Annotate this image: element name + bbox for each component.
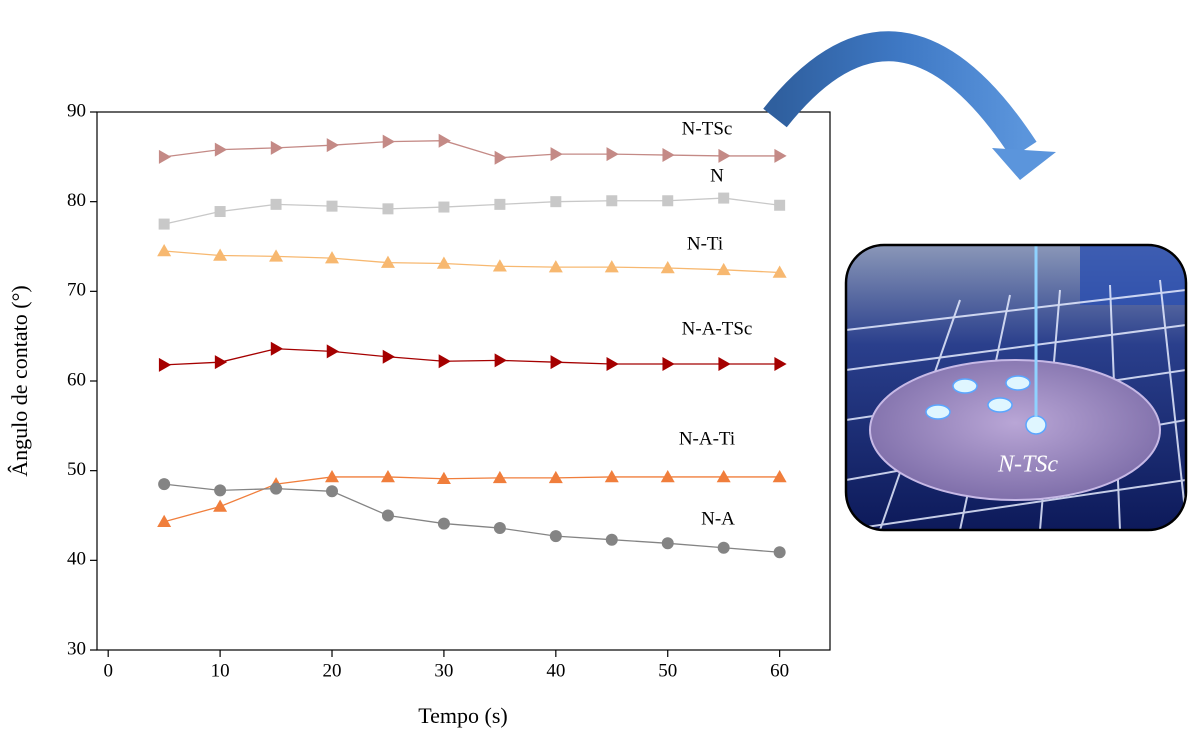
point	[382, 203, 393, 214]
point	[605, 260, 619, 272]
point	[159, 358, 171, 372]
point	[271, 342, 283, 356]
point	[606, 534, 618, 546]
point	[327, 344, 339, 358]
point	[159, 219, 170, 230]
point	[438, 518, 450, 530]
point	[718, 193, 729, 204]
y-tick-label: 30	[67, 638, 86, 659]
point	[437, 472, 451, 484]
series-label: N-TSc	[682, 118, 733, 139]
point	[214, 484, 226, 496]
point	[383, 350, 395, 364]
series-label: N-A	[701, 508, 735, 529]
point	[158, 478, 170, 490]
series-line	[164, 349, 779, 365]
point	[718, 149, 730, 163]
y-axis-label: Ângulo de contato (°)	[7, 285, 32, 476]
point	[327, 138, 339, 152]
point	[215, 206, 226, 217]
point	[325, 470, 339, 482]
chart: 30 40 50 60 70 80 90 0 10 20 30 40 50 60 N-TSc N N-Ti N-A…	[0, 0, 1196, 735]
series-line	[164, 484, 779, 552]
point	[325, 251, 339, 263]
series-label: N-A-Ti	[679, 428, 735, 449]
point	[718, 542, 730, 554]
point	[549, 260, 563, 272]
point	[773, 470, 787, 482]
series-label: N-A-TSc	[682, 318, 753, 339]
point	[439, 354, 451, 368]
point	[439, 134, 451, 148]
inset-label: N-TSc	[997, 452, 1058, 478]
point	[774, 357, 786, 371]
y-tick-label: 80	[67, 190, 86, 211]
point	[717, 263, 731, 275]
series-line	[164, 477, 779, 522]
y-tick-label: 60	[67, 369, 86, 390]
point	[607, 357, 619, 371]
point	[327, 201, 338, 212]
y-tick-label: 50	[67, 459, 86, 480]
point	[381, 470, 395, 482]
point	[213, 500, 227, 512]
point	[662, 537, 674, 549]
point	[605, 470, 619, 482]
point	[549, 471, 563, 483]
x-axis-label: Tempo (s)	[418, 703, 508, 728]
point	[774, 149, 786, 163]
photo-inset: N-TSc	[846, 245, 1186, 530]
arrow	[775, 46, 1056, 180]
point	[438, 202, 449, 213]
series-line	[164, 141, 779, 158]
point	[215, 355, 227, 369]
point	[606, 195, 617, 206]
point	[215, 143, 227, 157]
point	[494, 199, 505, 210]
series-label: N	[710, 165, 724, 186]
point	[662, 148, 674, 162]
point	[551, 147, 563, 161]
x-tick-label: 40	[546, 660, 565, 681]
series-label: N-Ti	[687, 233, 723, 254]
point	[717, 470, 731, 482]
point	[495, 353, 507, 367]
point	[662, 357, 674, 371]
x-tick-label: 30	[434, 660, 453, 681]
x-tick-label: 0	[103, 660, 113, 681]
point	[270, 483, 282, 495]
point	[159, 150, 171, 164]
point	[495, 151, 507, 165]
series-line	[164, 198, 779, 224]
point	[661, 470, 675, 482]
point	[269, 249, 283, 261]
point	[383, 135, 395, 149]
point	[157, 244, 171, 256]
x-tick-label: 50	[658, 660, 677, 681]
point	[718, 357, 730, 371]
point	[326, 485, 338, 497]
point	[774, 200, 785, 211]
point	[551, 355, 563, 369]
point	[550, 196, 561, 207]
x-tick-label: 20	[323, 660, 342, 681]
point	[661, 261, 675, 273]
point	[271, 141, 283, 155]
y-tick-label: 70	[67, 280, 86, 301]
point	[662, 195, 673, 206]
point	[437, 257, 451, 269]
plot-area: 30 40 50 60 70 80 90 0 10 20 30 40 50 60 N-TSc N N-Ti N-A…	[67, 100, 830, 681]
point	[493, 471, 507, 483]
point	[550, 530, 562, 542]
point	[494, 522, 506, 534]
x-tick-label: 10	[211, 660, 230, 681]
point	[271, 199, 282, 210]
y-tick-label: 90	[67, 100, 86, 121]
point	[774, 546, 786, 558]
y-tick-label: 40	[67, 549, 86, 570]
x-tick-label: 60	[770, 660, 789, 681]
point	[382, 510, 394, 522]
point	[607, 147, 619, 161]
